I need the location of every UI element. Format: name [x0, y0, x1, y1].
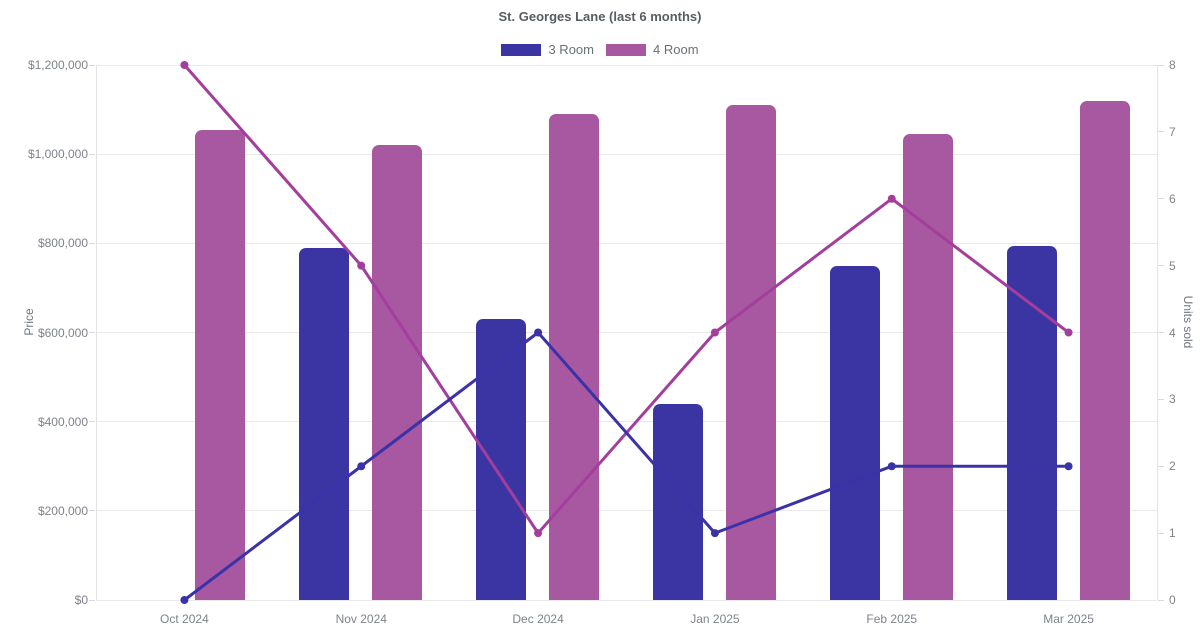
- right-axis-tickmark: [1158, 64, 1164, 66]
- bar-4-room: [725, 105, 776, 600]
- bar-3-room: [829, 265, 880, 600]
- data-point-marker: [534, 328, 543, 337]
- left-axis-title: Price: [22, 308, 36, 336]
- left-axis-tickmark: [89, 510, 95, 512]
- line-3-room: [183, 331, 1069, 602]
- right-axis-tick-label: 0: [1169, 593, 1176, 607]
- gridline: [96, 153, 1157, 155]
- legend-item-3-room[interactable]: 3 Room: [501, 42, 594, 57]
- bar-4-room: [1079, 100, 1130, 600]
- left-axis-tick-label: $0: [74, 593, 88, 607]
- data-point-marker: [357, 462, 366, 471]
- legend-swatch-icon: [501, 43, 542, 56]
- data-point-marker: [534, 529, 543, 538]
- legend-label: 4 Room: [653, 42, 699, 57]
- x-axis-tick-label: Feb 2025: [866, 612, 918, 626]
- right-axis-tick-label: 4: [1169, 325, 1176, 340]
- x-axis-tick-label: Dec 2024: [512, 612, 564, 626]
- right-axis-tick-label: 8: [1169, 58, 1176, 72]
- right-axis-tickmark: [1158, 198, 1164, 200]
- legend-item-4-room[interactable]: 4 Room: [606, 42, 699, 57]
- bar-4-room: [372, 145, 423, 600]
- right-axis-tickmark: [1158, 332, 1164, 333]
- left-axis-tickmark: [89, 153, 95, 155]
- left-axis-tick-label: $800,000: [37, 236, 88, 251]
- data-point-marker: [710, 328, 719, 337]
- bar-4-room: [195, 129, 246, 600]
- right-axis-tick-label: 6: [1169, 191, 1176, 206]
- right-axis-title: Units sold: [1181, 295, 1195, 349]
- left-axis-line: [96, 65, 97, 600]
- gridline: [96, 242, 1157, 244]
- data-point-marker: [1064, 462, 1073, 471]
- bar-4-room: [549, 114, 600, 600]
- right-axis-tickmark: [1158, 532, 1164, 534]
- right-axis-tickmark: [1158, 131, 1164, 133]
- x-axis-tick-label: Oct 2024: [160, 612, 209, 626]
- left-axis-tick-label: $400,000: [37, 414, 88, 429]
- right-axis-tickmark: [1158, 465, 1164, 467]
- gridline: [96, 421, 1157, 423]
- left-axis-tick-label: $200,000: [37, 503, 88, 518]
- chart-title: St. Georges Lane (last 6 months): [498, 9, 702, 24]
- left-axis-tickmark: [89, 64, 95, 66]
- bar-3-room: [652, 403, 703, 600]
- data-point-marker: [1064, 328, 1073, 337]
- bar-3-room: [299, 247, 350, 600]
- bar-3-room: [476, 319, 527, 600]
- data-point-marker: [710, 529, 719, 538]
- left-axis-tickmark: [89, 242, 95, 244]
- gridline: [96, 64, 1157, 66]
- data-point-marker: [887, 194, 896, 203]
- right-axis-tick-label: 1: [1169, 526, 1176, 541]
- gridline: [96, 599, 1157, 601]
- data-point-marker: [180, 596, 189, 604]
- left-axis-tick-label: $1,200,000: [27, 58, 88, 72]
- left-axis-tick-label: $600,000: [37, 325, 88, 340]
- gridline: [96, 510, 1157, 512]
- right-axis-tick-label: 7: [1169, 124, 1176, 139]
- legend: 3 Room 4 Room: [0, 42, 1200, 57]
- right-axis-tickmark: [1158, 398, 1164, 400]
- data-point-marker: [180, 61, 189, 69]
- gridline: [96, 332, 1157, 333]
- right-axis-tickmark: [1158, 599, 1164, 601]
- left-axis-tickmark: [89, 599, 95, 601]
- line-4-room: [183, 64, 1070, 535]
- right-axis-tick-label: 5: [1169, 258, 1176, 273]
- right-axis-tick-label: 3: [1169, 392, 1176, 407]
- data-point-marker: [887, 462, 896, 471]
- legend-swatch-icon: [606, 43, 646, 56]
- right-axis-line: [1157, 65, 1158, 600]
- right-axis-tickmark: [1158, 265, 1164, 267]
- left-axis-tick-label: $1,000,000: [27, 147, 88, 162]
- left-axis-tickmark: [89, 421, 95, 423]
- data-point-marker: [357, 261, 366, 270]
- left-axis-tickmark: [89, 332, 95, 333]
- right-axis-tick-label: 2: [1169, 459, 1176, 474]
- x-axis-tick-label: Nov 2024: [335, 612, 387, 626]
- legend-label: 3 Room: [548, 42, 594, 57]
- x-axis-tick-label: Mar 2025: [1043, 612, 1094, 626]
- line-series-layer: [180, 61, 1073, 604]
- x-axis-tick-label: Jan 2025: [690, 612, 740, 626]
